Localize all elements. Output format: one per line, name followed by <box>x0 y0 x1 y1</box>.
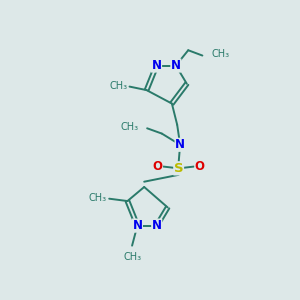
Text: O: O <box>195 160 205 173</box>
Text: CH₃: CH₃ <box>89 193 107 203</box>
Text: N: N <box>152 219 162 232</box>
Text: CH₃: CH₃ <box>212 49 230 59</box>
Text: O: O <box>152 160 162 173</box>
Text: CH₃: CH₃ <box>121 122 139 132</box>
Text: CH₃: CH₃ <box>109 81 127 91</box>
Text: N: N <box>171 59 181 72</box>
Text: S: S <box>174 162 184 175</box>
Text: CH₃: CH₃ <box>124 252 142 262</box>
Text: N: N <box>175 138 185 151</box>
Text: N: N <box>132 219 142 232</box>
Text: N: N <box>152 59 161 72</box>
